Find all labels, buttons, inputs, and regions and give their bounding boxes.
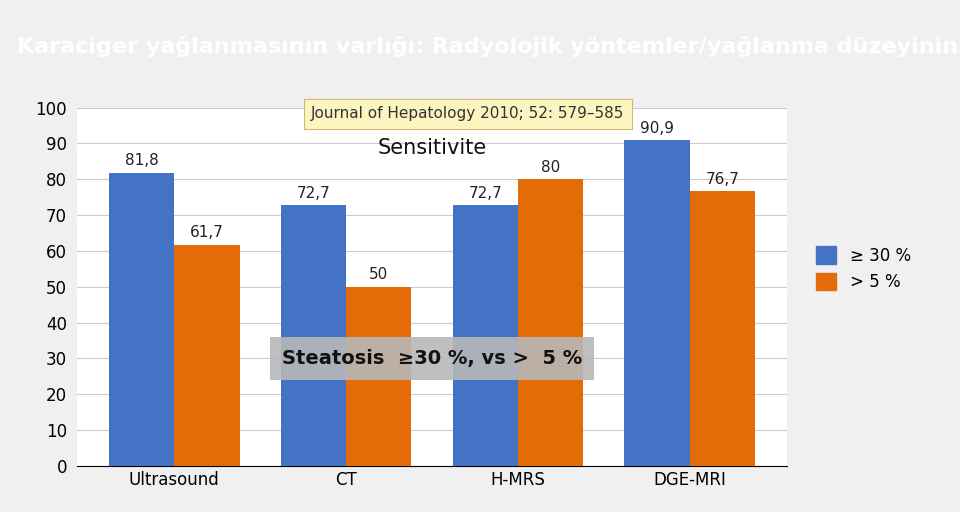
Text: 61,7: 61,7 [190, 225, 224, 241]
Text: 81,8: 81,8 [125, 154, 158, 168]
Bar [109, 173, 175, 466]
Text: 50: 50 [370, 267, 389, 283]
Bar [175, 245, 240, 466]
Bar [347, 287, 412, 466]
Text: 80: 80 [540, 160, 560, 175]
Bar [517, 179, 583, 466]
Text: 72,7: 72,7 [297, 186, 330, 201]
Text: Karaciger yağlanmasının varlığı: Radyolojik yöntemler/yağlanma düzeyinin etkisi: Karaciger yağlanmasının varlığı: Radyolo… [17, 35, 960, 57]
Text: 90,9: 90,9 [640, 121, 674, 136]
Text: 72,7: 72,7 [468, 186, 502, 201]
Text: Steatosis  ≥30 %, vs >  5 %: Steatosis ≥30 %, vs > 5 % [282, 349, 582, 368]
Bar [624, 140, 689, 466]
Bar [452, 205, 517, 466]
Text: Sensitivite: Sensitivite [377, 138, 487, 158]
Bar [281, 205, 347, 466]
Legend: ≥ 30 %, > 5 %: ≥ 30 %, > 5 % [809, 240, 918, 298]
Text: Journal of Hepatology 2010; 52: 579–585: Journal of Hepatology 2010; 52: 579–585 [311, 106, 625, 121]
Bar [689, 191, 755, 466]
Text: 76,7: 76,7 [706, 172, 739, 187]
